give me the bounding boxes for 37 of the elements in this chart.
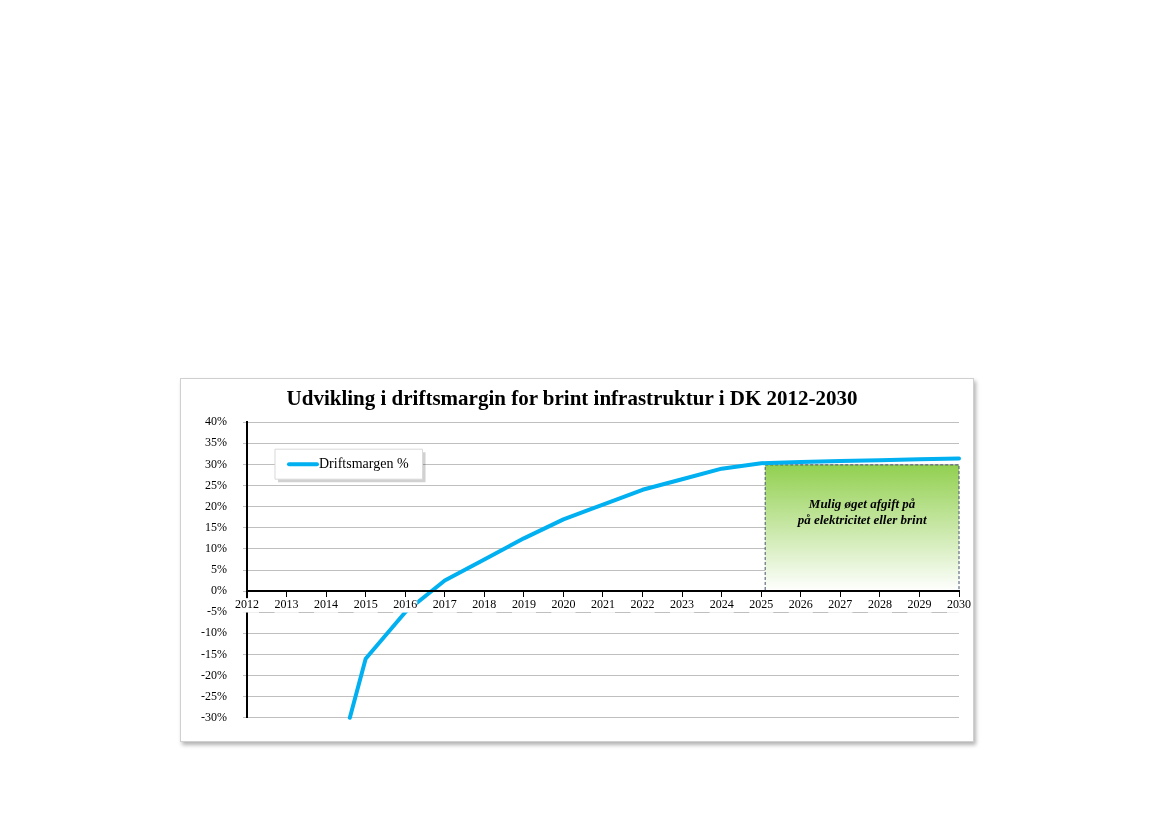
legend-label: Driftsmargen % bbox=[318, 455, 409, 471]
x-tick-label: 2027 bbox=[828, 597, 853, 612]
y-tick-label: 20% bbox=[204, 498, 227, 513]
y-tick-label: 15% bbox=[204, 519, 227, 534]
y-tick-label: 30% bbox=[204, 456, 227, 471]
y-tick-label: -30% bbox=[200, 709, 227, 724]
band-label: Mulig øget afgift på på elektricitet eller brint bbox=[796, 496, 927, 528]
x-tick-label: 2017 bbox=[432, 597, 457, 612]
x-tick-label: 2020 bbox=[551, 597, 576, 612]
x-tick-label: 2023 bbox=[670, 597, 695, 612]
x-tick-label: 2030 bbox=[947, 597, 971, 612]
y-tick-label: -15% bbox=[200, 646, 227, 661]
x-tick-label: 2013 bbox=[274, 597, 299, 612]
x-tick-label: 2024 bbox=[709, 597, 734, 612]
x-tick-label: 2016 bbox=[393, 597, 418, 612]
x-tick-label: 2025 bbox=[749, 597, 774, 612]
y-tick-label: 0% bbox=[210, 583, 227, 598]
x-tick-label: 2012 bbox=[234, 597, 259, 612]
x-tick-label: 2019 bbox=[511, 597, 536, 612]
y-tick-label: 40% bbox=[204, 414, 227, 429]
x-tick-label: 2014 bbox=[314, 597, 339, 612]
x-tick-label: 2022 bbox=[630, 597, 655, 612]
y-tick-label: 10% bbox=[204, 541, 227, 556]
x-tick-label: 2029 bbox=[907, 597, 932, 612]
y-tick-label: 35% bbox=[204, 435, 227, 450]
y-tick-label: 25% bbox=[204, 477, 227, 492]
y-tick-label: -5% bbox=[206, 604, 227, 619]
y-tick-label: -25% bbox=[200, 688, 227, 703]
chart-title: Udvikling i driftsmargin for brint infrastruktur i DK 2012-2030 bbox=[286, 386, 858, 411]
x-tick-label: 2015 bbox=[353, 597, 378, 612]
x-tick-label: 2028 bbox=[867, 597, 892, 612]
x-tick-label: 2018 bbox=[472, 597, 497, 612]
y-tick-label: -20% bbox=[200, 667, 227, 682]
x-tick-label: 2026 bbox=[788, 597, 813, 612]
y-tick-label: 5% bbox=[210, 562, 227, 577]
y-tick-label: -10% bbox=[200, 625, 227, 640]
x-tick-label: 2021 bbox=[591, 597, 615, 612]
